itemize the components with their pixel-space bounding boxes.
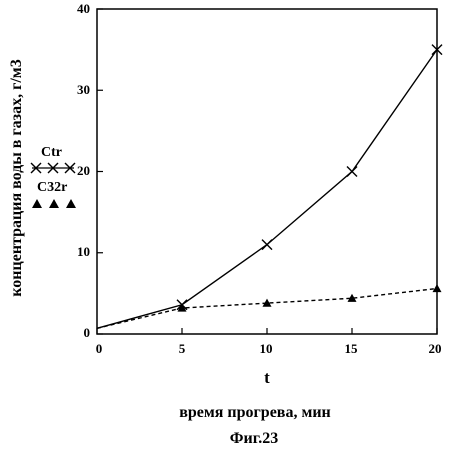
y-tick-label: 20 (77, 163, 90, 178)
x-tick-labels: 0 5 10 15 20 (96, 341, 442, 356)
data-point-c32r (262, 298, 272, 307)
y-tick-label: 10 (77, 244, 90, 259)
y-tick-label: 30 (77, 82, 90, 97)
data-point-c32r (347, 293, 357, 302)
plot-frame (96, 8, 438, 335)
data-point-c32r (347, 293, 357, 302)
y-axis-title: концентрация воды в газах, г/м3 (8, 59, 25, 296)
legend-marker-c32r (49, 199, 59, 208)
data-point-c32r (432, 284, 442, 293)
plot-area (96, 8, 443, 335)
x-tick-marks (96, 328, 438, 334)
legend-marker-ctr (47, 162, 59, 174)
data-point-ctr (431, 44, 443, 56)
legend: Ctr C32r (30, 145, 76, 208)
data-point-ctr (346, 166, 358, 177)
legend-marker-ctr (30, 162, 42, 174)
x-tick-label: 5 (179, 341, 186, 356)
data-point-ctr (261, 239, 273, 251)
legend-marker-ctr (64, 162, 76, 174)
legend-label-c32r: C32r (37, 180, 67, 195)
x-tick-label: 20 (429, 341, 442, 356)
data-point-c32r (177, 303, 187, 312)
y-tick-marks (97, 8, 103, 335)
x-axis-title: время прогрева, мин (179, 404, 331, 421)
series-line-ctr (96, 49, 438, 329)
data-point-c32r (177, 303, 187, 312)
y-tick-labels: 40 30 20 10 0 (77, 1, 90, 340)
series-line-c32r (96, 287, 438, 329)
legend-swatch-ctr (30, 162, 76, 174)
x-tick-label: 0 (96, 341, 103, 356)
data-point-c32r (432, 284, 442, 293)
x-tick-label: 15 (345, 341, 359, 356)
y-tick-label: 40 (77, 1, 90, 16)
series-lines (96, 49, 438, 329)
data-point-ctr (431, 44, 443, 56)
legend-swatch-c32r (32, 199, 76, 208)
legend-marker-c32r (66, 199, 76, 208)
figure-caption: Фиг.23 (230, 430, 278, 447)
y-tick-label: 0 (84, 325, 91, 340)
data-point-c32r (262, 298, 272, 307)
legend-marker-c32r (32, 199, 42, 208)
series-markers (176, 44, 443, 312)
legend-label-ctr: Ctr (41, 145, 62, 160)
data-point-ctr (346, 166, 358, 177)
x-variable-label: t (264, 368, 270, 387)
data-point-ctr (261, 239, 273, 251)
x-tick-label: 10 (260, 341, 273, 356)
